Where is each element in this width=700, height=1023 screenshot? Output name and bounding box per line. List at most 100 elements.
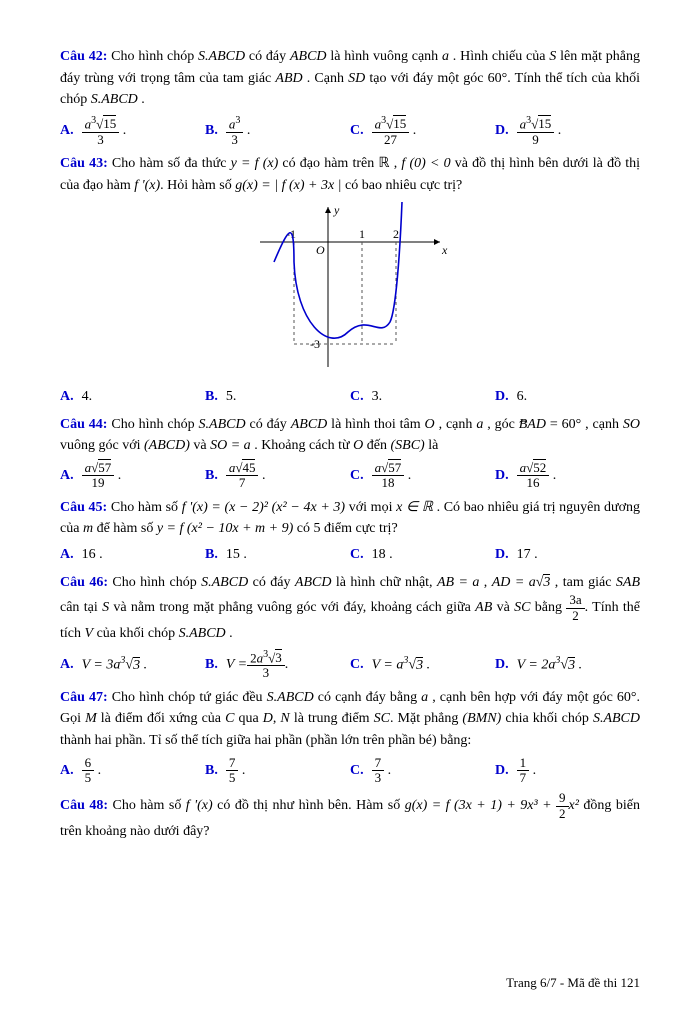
t: SC [374,711,390,726]
lbl-b: B. [205,544,218,566]
t: thành hai phần. Tỉ số thể tích giữa hai … [60,733,471,748]
t: N [280,711,289,726]
val: 6. [517,386,528,408]
opt-44-d: D. a√5216 . [495,461,640,491]
svg-text:x: x [441,243,448,257]
lbl-d: D. [495,120,509,142]
t: có đáy [245,49,290,64]
t: là trung điểm [290,711,374,726]
lbl-d: D. [495,465,509,487]
t: SD [348,71,365,86]
frac: 73 [372,756,385,786]
den: 18 [372,476,405,490]
t: f (0) < 0 [401,156,450,171]
opt-44-b: B. a√457 . [205,461,350,491]
t: là hình thoi tâm [327,417,424,432]
t: D [263,711,273,726]
t: y = f (x) [231,156,279,171]
t: SAB [616,575,640,590]
lbl-c: C. [350,760,364,782]
t: 60° [617,690,637,705]
frac: a3√1527 [372,115,410,147]
t: x² [569,798,579,813]
val: 17 . [517,544,538,566]
opt-44-c: C. a√5718 . [350,461,495,491]
lbl-c: C. [350,654,364,676]
opt-46-d: D. V = 2a3√3 . [495,649,640,681]
frac: a√5216 [517,461,550,491]
lbl-d: D. [495,760,509,782]
t: S.ABCD [267,690,314,705]
lbl-a: A. [60,465,74,487]
t: và nằm trong mặt phẳng vuông góc với đáy… [109,600,475,615]
t: , cạnh [581,417,623,432]
opt-42-d: D. a3√159 . [495,115,640,147]
t: có cạnh đáy bằng [314,690,421,705]
opt-42-b: B. a33 . [205,115,350,147]
opt-43-c: C.3. [350,386,495,408]
t: ABCD [295,575,332,590]
t: . Mặt phẳng [390,711,462,726]
lbl-a: A. [60,654,74,676]
t: f '(x) [134,178,160,193]
question-47: Câu 47: Cho hình chóp tứ giác đều S.ABCD… [60,687,640,752]
den: 7 [517,771,530,785]
t: ABD [275,71,302,86]
t: SO = a [210,438,251,453]
t: có đáy [248,575,295,590]
den: 3 [226,133,244,147]
opt-47-d: D.17 . [495,756,640,786]
frac: a3√153 [82,115,120,147]
qnum-45: Câu 45: [60,500,107,515]
qnum-42: Câu 42: [60,49,107,64]
den: 9 [517,133,555,147]
lbl-d: D. [495,654,509,676]
qnum-44: Câu 44: [60,417,107,432]
options-44: A. a√5719 . B. a√457 . C. a√5718 . D. a√… [60,461,640,491]
lbl-c: C. [350,120,364,142]
question-45: Câu 45: Cho hàm số f '(x) = (x − 2)² (x²… [60,497,640,540]
val: V = 2a3√3 . [517,653,582,676]
graph-43: -112-3Oxy [60,202,640,380]
t: m [83,521,93,536]
num: 7 [226,756,239,771]
t: đến [363,438,390,453]
t: O [425,417,435,432]
t: và [190,438,210,453]
opt-42-a: A. a3√153 . [60,115,205,147]
lbl-a: A. [60,544,74,566]
t: cân tại [60,600,102,615]
lbl-d: D. [495,544,509,566]
t: ℝ [378,156,389,171]
question-44: Câu 44: Cho hình chóp S.ABCD có đáy ABCD… [60,414,640,457]
num: 9 [556,791,569,806]
options-43: A.4. B.5. C.3. D.6. [60,386,640,408]
den: 16 [517,476,550,490]
t: (SBC) [390,438,424,453]
den: 27 [372,133,410,147]
num: 7 [372,756,385,771]
t: AB = a [437,575,479,590]
t: . [226,626,233,641]
t: để hàm số [93,521,157,536]
t: g(x) = | f (x) + 3x | [235,178,341,193]
t: bằng [530,600,566,615]
val: 3. [372,386,383,408]
val: 15 . [226,544,247,566]
t: có đồ thị như hình bên. Hàm số [213,798,405,813]
opt-46-b: B.V = 2a3√33 . [205,649,350,681]
t: tạo với đáy một góc [365,71,487,86]
opt-45-b: B. 15 . [205,544,350,566]
qnum-47: Câu 47: [60,690,108,705]
num: 3a [566,593,584,608]
t: f '(x) [186,798,213,813]
t: S.ABCD [179,626,226,641]
den: 2 [556,807,569,821]
t: S.ABCD [201,575,248,590]
frac: 75 [226,756,239,786]
question-46: Câu 46: Cho hình chóp S.ABCD có đáy ABCD… [60,572,640,645]
lbl-b: B. [205,654,218,676]
frac: 3a2 [566,593,584,623]
t: Cho hình chóp [107,417,198,432]
t: S.ABCD [199,417,246,432]
